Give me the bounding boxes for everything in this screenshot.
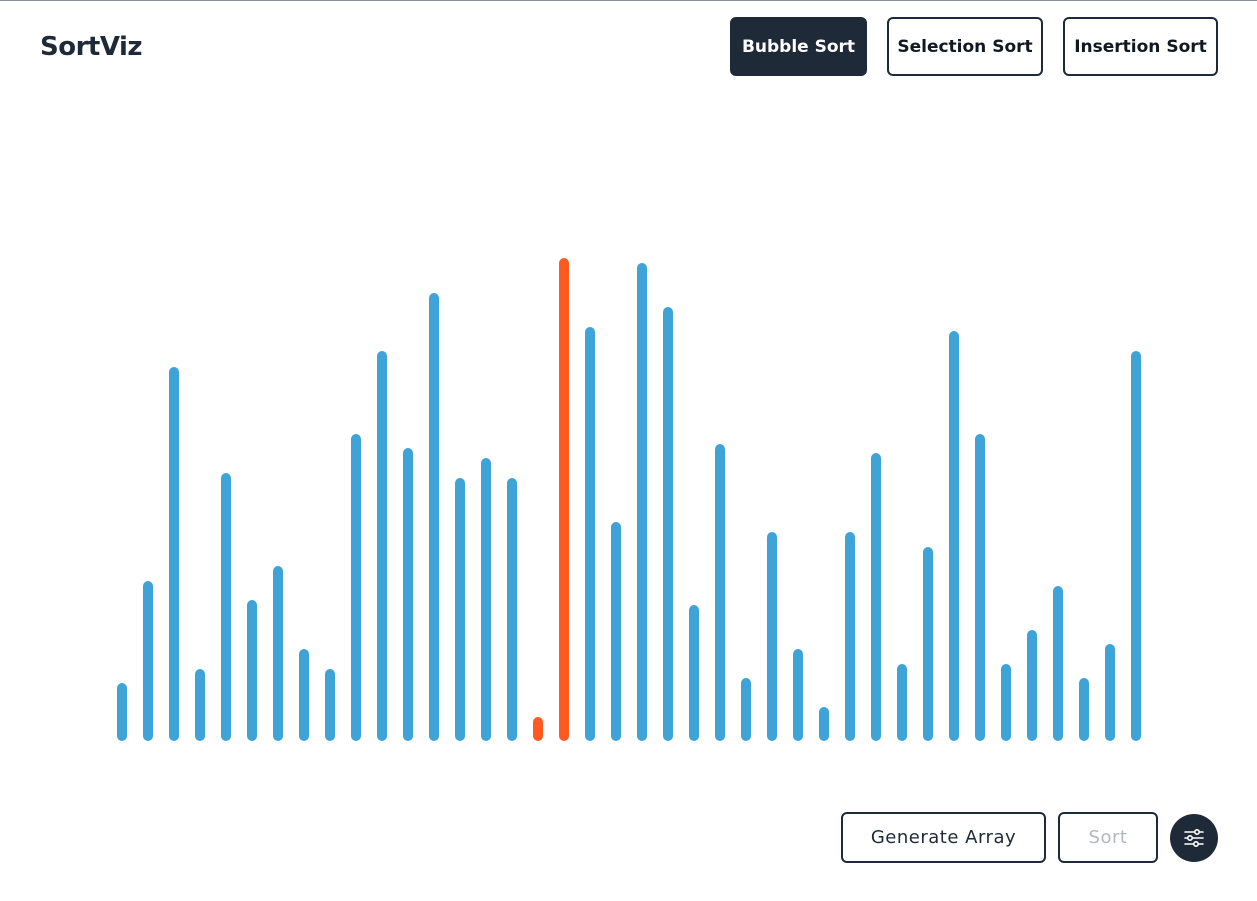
- array-bar: [195, 668, 205, 741]
- array-bar: [897, 663, 907, 741]
- array-bar: [143, 580, 153, 741]
- array-bar: [1079, 677, 1089, 741]
- array-bar: [559, 258, 569, 741]
- array-bar: [377, 351, 387, 741]
- settings-button[interactable]: [1170, 814, 1218, 862]
- array-bar: [481, 458, 491, 741]
- array-bar: [767, 531, 777, 741]
- array-bar: [429, 293, 439, 741]
- generate-array-button[interactable]: Generate Array: [841, 812, 1046, 863]
- sliders-icon: [1184, 828, 1204, 848]
- array-bar: [1001, 663, 1011, 741]
- selection-sort-button[interactable]: Selection Sort: [887, 17, 1043, 76]
- bubble-sort-button[interactable]: Bubble Sort: [730, 17, 867, 76]
- array-bar: [819, 706, 829, 741]
- array-bar: [455, 478, 465, 741]
- array-bar: [611, 521, 621, 741]
- array-bar: [273, 565, 283, 741]
- array-bar: [793, 648, 803, 741]
- array-bar: [975, 434, 985, 741]
- array-bar: [741, 677, 751, 741]
- array-bar: [221, 473, 231, 741]
- array-bar: [1053, 585, 1063, 741]
- array-bar: [1131, 351, 1141, 741]
- array-bar: [663, 307, 673, 741]
- array-bar: [117, 682, 127, 741]
- app-logo: SortViz: [40, 32, 143, 62]
- array-bar: [715, 444, 725, 741]
- array-bar: [1105, 643, 1115, 741]
- array-bar: [637, 263, 647, 741]
- array-bar: [325, 668, 335, 741]
- array-bar: [949, 331, 959, 741]
- top-border: [0, 0, 1257, 1]
- array-bar: [299, 648, 309, 741]
- sort-button[interactable]: Sort: [1058, 812, 1158, 863]
- array-bar: [923, 546, 933, 741]
- array-bar: [845, 531, 855, 741]
- array-bar: [169, 367, 179, 741]
- array-bar: [533, 716, 543, 741]
- insertion-sort-button[interactable]: Insertion Sort: [1063, 17, 1218, 76]
- array-bar: [871, 453, 881, 741]
- array-bar: [247, 599, 257, 741]
- array-bar: [689, 604, 699, 741]
- array-bar: [351, 434, 361, 741]
- array-bar: [507, 478, 517, 741]
- array-bar: [585, 327, 595, 741]
- array-bar: [403, 448, 413, 741]
- array-bar: [1027, 629, 1037, 741]
